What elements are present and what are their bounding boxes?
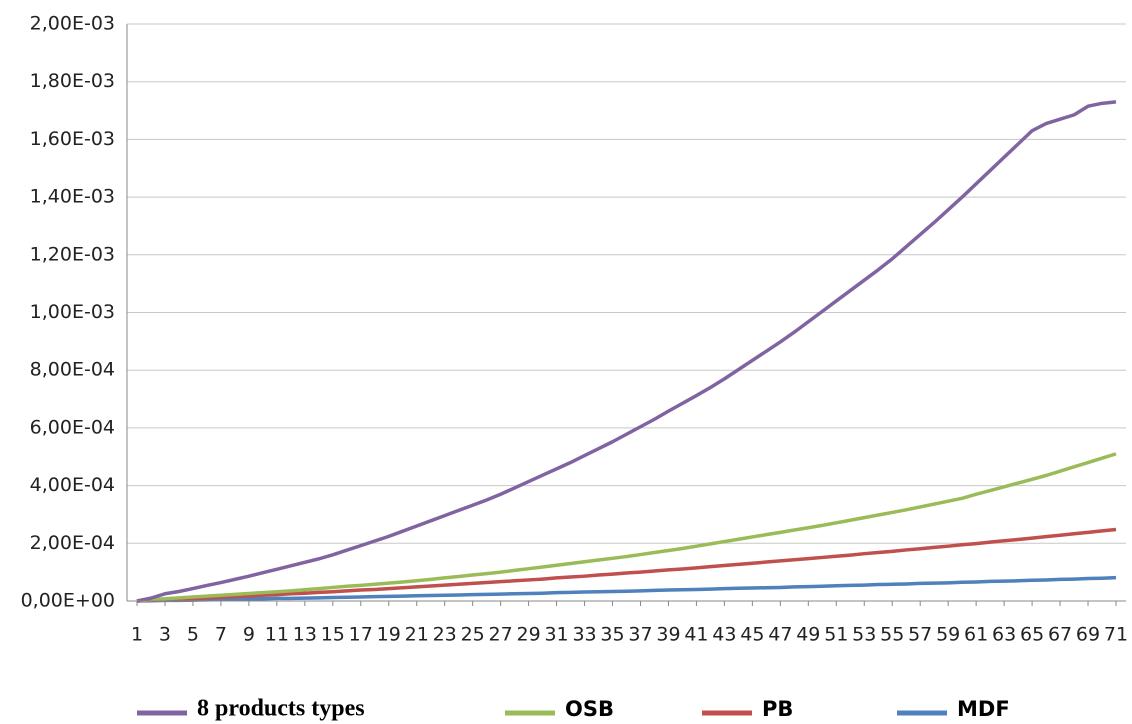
x-tick-label: 9 [243, 624, 255, 646]
y-tick-label: 1,80E-03 [30, 70, 115, 92]
x-tick-label: 69 [1076, 624, 1100, 646]
x-tick-label: 13 [293, 624, 317, 646]
x-tick-label: 71 [1104, 624, 1128, 646]
y-tick-label: 8,00E-04 [30, 359, 115, 381]
series-line [136, 575, 1117, 603]
legend-label: 8 products types [197, 696, 365, 722]
x-tick-label: 49 [796, 624, 820, 646]
y-tick-label: 1,40E-03 [30, 186, 115, 208]
x-tick-label: 29 [517, 624, 541, 646]
x-tick-label: 51 [824, 624, 848, 646]
x-tick-label: 33 [572, 624, 596, 646]
x-tick-label: 55 [880, 624, 904, 646]
x-tick-label: 31 [544, 624, 568, 646]
x-tick-label: 63 [992, 624, 1016, 646]
x-tick-label: 23 [433, 624, 457, 646]
y-tick-label: 2,00E-04 [30, 532, 115, 554]
x-tick-label: 61 [964, 624, 988, 646]
x-tick-label: 19 [377, 624, 401, 646]
x-tick-label: 57 [908, 624, 932, 646]
x-tick-label: 25 [461, 624, 485, 646]
x-tick-label: 11 [265, 624, 289, 646]
x-tick-label: 39 [656, 624, 680, 646]
x-tick-label: 7 [215, 624, 227, 646]
x-tick-label: 47 [768, 624, 792, 646]
legend-label: PB [762, 697, 793, 721]
series-line [136, 527, 1117, 603]
y-tick-label: 1,00E-03 [30, 301, 115, 323]
x-tick-label: 35 [600, 624, 624, 646]
x-tick-label: 15 [321, 624, 345, 646]
y-tick-label: 2,00E-03 [30, 13, 115, 35]
y-tick-label: 6,00E-04 [30, 416, 115, 438]
y-tick-label: 1,60E-03 [30, 128, 115, 150]
legend-label: OSB [565, 697, 614, 721]
y-tick-label: 4,00E-04 [30, 474, 115, 496]
y-tick-label: 0,00E+00 [21, 590, 115, 612]
legend-label: MDF [957, 697, 1010, 721]
x-tick-label: 43 [712, 624, 736, 646]
x-tick-label: 17 [349, 624, 373, 646]
x-tick-label: 37 [628, 624, 652, 646]
x-tick-label: 45 [740, 624, 764, 646]
x-tick-label: 53 [852, 624, 876, 646]
x-tick-label: 5 [187, 624, 199, 646]
x-tick-label: 65 [1020, 624, 1044, 646]
x-tick-label: 1 [131, 624, 143, 646]
series-line [136, 452, 1117, 603]
x-tick-label: 67 [1048, 624, 1072, 646]
y-tick-label: 1,20E-03 [30, 243, 115, 265]
x-tick-label: 27 [489, 624, 513, 646]
x-tick-label: 3 [159, 624, 171, 646]
x-tick-label: 21 [405, 624, 429, 646]
x-tick-label: 41 [684, 624, 708, 646]
x-tick-label: 59 [936, 624, 960, 646]
series-line [136, 100, 1117, 603]
